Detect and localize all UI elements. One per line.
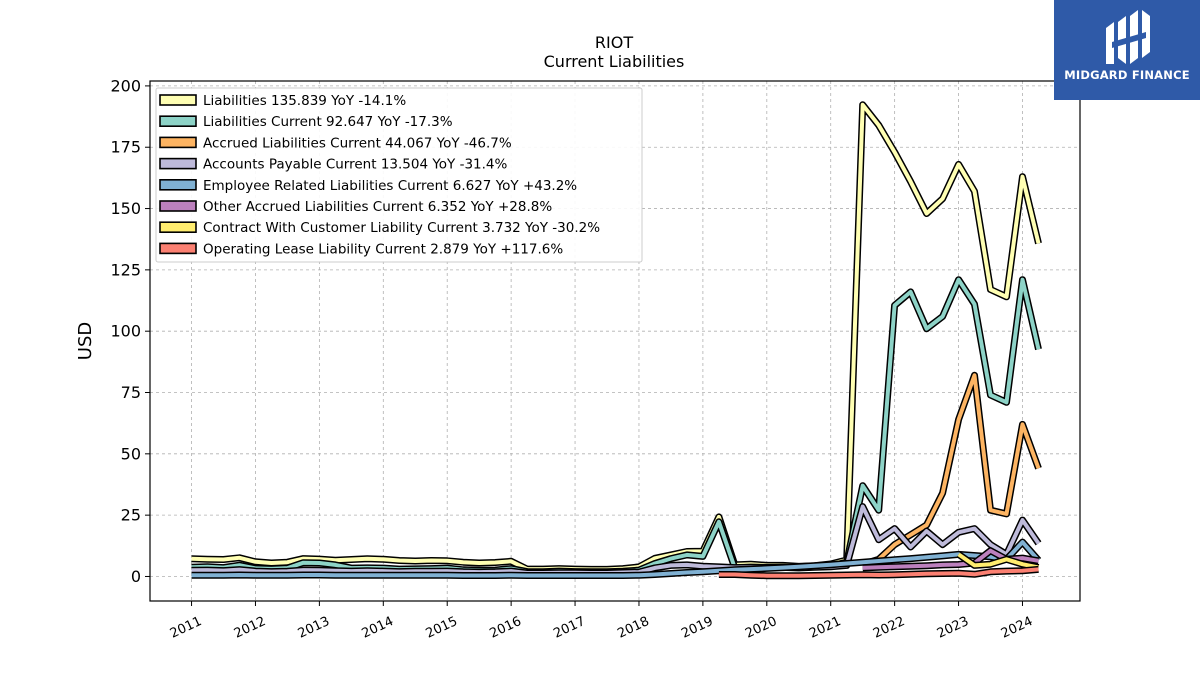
y-tick-label: 125 (110, 260, 141, 279)
x-tick-label: 2017 (551, 614, 587, 642)
legend-entry: Accrued Liabilities Current 44.067 YoY -… (203, 135, 512, 151)
series-lines (191, 101, 1042, 580)
x-tick-label: 2020 (743, 614, 779, 642)
x-tick-label: 2011 (168, 614, 204, 642)
y-tick-label: 25 (121, 506, 141, 525)
legend-swatch (159, 179, 197, 191)
legend-entry: Liabilities 135.839 YoY -14.1% (203, 93, 406, 109)
x-tick-label: 2021 (807, 614, 843, 642)
x-tick-label: 2012 (232, 614, 268, 642)
chart-title: RIOT (595, 33, 633, 52)
series-line-2 (862, 373, 1041, 567)
legend-swatch (159, 221, 197, 233)
x-tick-label: 2022 (871, 614, 907, 642)
legend-entry: Other Accrued Liabilities Current 6.352 … (203, 199, 552, 215)
series-outline-1 (191, 276, 1042, 576)
legend-entry: Employee Related Liabilities Current 6.6… (203, 178, 577, 194)
x-tick-label: 2015 (424, 614, 460, 642)
legend-swatch (159, 94, 197, 106)
series-line-4 (191, 540, 1041, 578)
logo-brand-text: MIDGARD FINANCE (1064, 68, 1190, 82)
x-tick-label: 2018 (615, 614, 651, 642)
legend-swatch (159, 136, 197, 149)
series-line-7 (718, 567, 1039, 578)
series-line-6 (957, 552, 1039, 570)
legend-swatch (159, 157, 197, 170)
legend-entry: Accounts Payable Current 13.504 YoY -31.… (203, 157, 508, 173)
legend-entry: Liabilities Current 92.647 YoY -17.3% (203, 114, 453, 130)
y-tick-label: 150 (110, 199, 141, 218)
x-tick-label: 2016 (487, 614, 523, 642)
y-axis-label: USD (75, 322, 96, 360)
plot-frame (149, 80, 1081, 602)
x-tick-label: 2013 (296, 614, 332, 642)
x-tick-label: 2019 (679, 614, 715, 642)
x-tick-label: 2024 (999, 614, 1035, 642)
legend-swatch (159, 242, 197, 255)
chart-subtitle: Current Liabilities (544, 52, 685, 71)
legend-swatch (159, 115, 197, 127)
logo-mark-icon (1106, 10, 1150, 64)
y-tick-label: 175 (110, 138, 141, 157)
legend-box (155, 87, 643, 263)
midgard-finance-logo: MIDGARD FINANCE (1054, 0, 1200, 100)
x-tick-label: 2023 (935, 614, 971, 642)
y-tick-label: 200 (110, 76, 141, 95)
legend-entry: Operating Lease Liability Current 2.879 … (203, 241, 563, 257)
legend-entry: Contract With Customer Liability Current… (203, 220, 600, 236)
y-tick-label: 50 (121, 444, 141, 463)
series-line-1 (191, 277, 1041, 574)
x-tick-label: 2014 (360, 614, 396, 642)
legend: Liabilities 135.839 YoY -14.1% Liabilitie… (155, 87, 643, 263)
legend-swatch (159, 200, 197, 212)
y-tick-label: 100 (110, 322, 141, 341)
y-tick-label: 0 (131, 567, 141, 586)
y-tick-label: 75 (121, 383, 141, 402)
